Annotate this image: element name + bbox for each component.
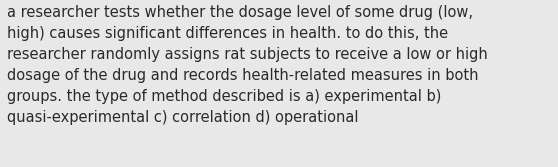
Text: a researcher tests whether the dosage level of some drug (low,
high) causes sign: a researcher tests whether the dosage le…: [7, 5, 488, 125]
